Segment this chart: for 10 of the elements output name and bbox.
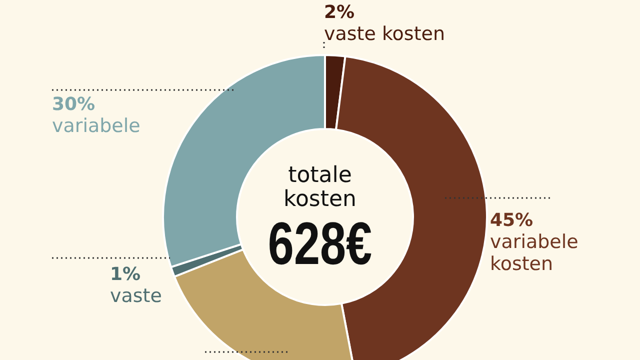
slice-label: variabele kosten: [490, 231, 578, 275]
slice-label: vaste: [110, 285, 162, 307]
data-label: 1%: [110, 264, 141, 285]
slice-label: vaste kosten: [324, 23, 445, 45]
text: 628€: [268, 210, 372, 278]
data-label: 30%: [52, 94, 96, 115]
data-label: 2%: [324, 2, 355, 23]
slice-label: variabele: [52, 115, 140, 137]
data-label: 45%: [490, 210, 534, 231]
text: totale kosten: [284, 163, 356, 212]
